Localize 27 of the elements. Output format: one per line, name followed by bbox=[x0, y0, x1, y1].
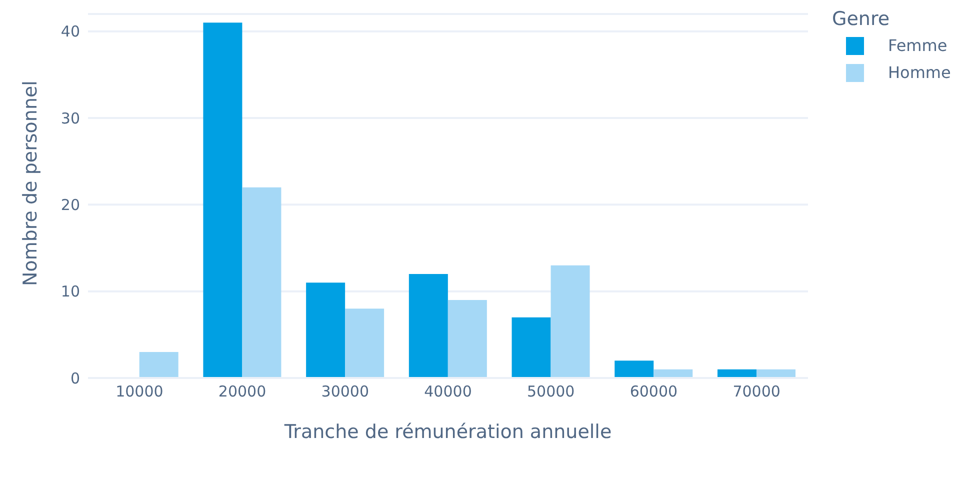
bar bbox=[512, 317, 551, 378]
y-tick-label: 20 bbox=[60, 196, 80, 214]
y-tick-label: 0 bbox=[70, 369, 80, 388]
y-tick-label: 10 bbox=[60, 282, 80, 301]
y-axis-title: Nombre de personnel bbox=[20, 80, 42, 286]
y-tick-label: 40 bbox=[60, 22, 80, 41]
x-tick-label: 50000 bbox=[527, 382, 575, 401]
legend-label: Homme bbox=[888, 63, 951, 82]
bar bbox=[306, 282, 346, 378]
x-tick-label: 10000 bbox=[116, 382, 164, 401]
x-tick-label: 60000 bbox=[630, 382, 678, 401]
legend-label: Femme bbox=[888, 36, 948, 55]
bar bbox=[242, 187, 282, 378]
bar bbox=[203, 22, 242, 378]
x-tick-label: 20000 bbox=[218, 382, 266, 401]
bar bbox=[448, 300, 487, 378]
y-tick-label: 30 bbox=[60, 109, 80, 128]
x-axis-title: Tranche de rémunération annuelle bbox=[283, 421, 612, 443]
legend-title: Genre bbox=[832, 8, 891, 30]
bar bbox=[408, 274, 448, 378]
bar bbox=[550, 265, 590, 378]
bar bbox=[345, 308, 384, 378]
bar bbox=[614, 360, 654, 378]
x-tick-label: 70000 bbox=[732, 382, 780, 401]
x-tick-label: 40000 bbox=[424, 382, 472, 401]
bar bbox=[139, 352, 178, 378]
x-tick-label: 30000 bbox=[321, 382, 369, 401]
